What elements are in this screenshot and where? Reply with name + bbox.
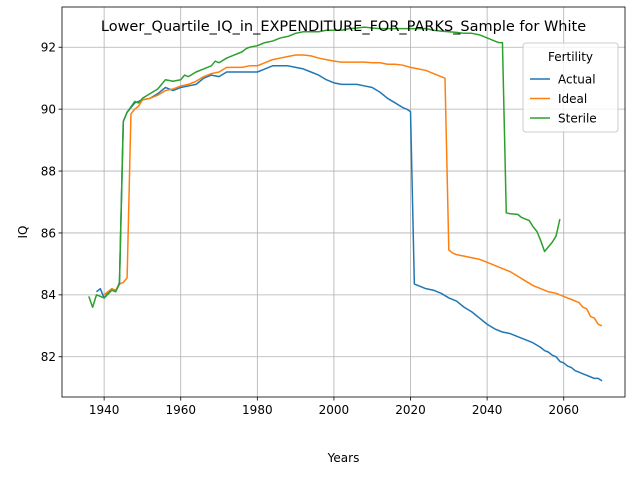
- y-axis-ticks: 82 84 86 88 90 92: [41, 41, 62, 364]
- y-axis-label: IQ: [16, 226, 30, 239]
- y-tick-label: 84: [41, 288, 56, 302]
- x-tick-label: 2040: [472, 403, 503, 417]
- legend-label-ideal: Ideal: [558, 92, 587, 106]
- x-tick-label: 1980: [242, 403, 273, 417]
- y-tick-label: 92: [41, 41, 56, 55]
- x-tick-label: 2060: [548, 403, 579, 417]
- series-line-actual: [95, 65, 603, 382]
- legend-entries: Actual Ideal Sterile: [530, 72, 597, 125]
- series-lines: [88, 26, 603, 382]
- legend-box: [522, 42, 619, 133]
- legend-label-actual: Actual: [558, 72, 596, 86]
- chart-title: Lower_Quartile_IQ_in_EXPENDITURE_FOR_PAR…: [101, 19, 586, 35]
- x-axis-ticks: 1940 1960 1980 2000 2020 2040 2060: [89, 397, 579, 417]
- x-tick-label: 2000: [319, 403, 350, 417]
- legend: Fertility Actual Ideal Sterile: [522, 42, 619, 133]
- x-axis-label: Years: [327, 451, 360, 465]
- y-tick-label: 90: [41, 102, 56, 116]
- legend-label-sterile: Sterile: [558, 111, 597, 125]
- x-tick-label: 2020: [395, 403, 426, 417]
- y-tick-label: 88: [41, 164, 56, 178]
- series-line-sterile: [88, 26, 561, 308]
- x-tick-label: 1960: [165, 403, 196, 417]
- legend-title: Fertility: [548, 50, 593, 64]
- y-tick-label: 82: [41, 350, 56, 364]
- series-line-ideal: [103, 54, 603, 327]
- y-tick-label: 86: [41, 226, 56, 240]
- x-tick-label: 1940: [89, 403, 120, 417]
- plot-area-frame: [61, 6, 626, 398]
